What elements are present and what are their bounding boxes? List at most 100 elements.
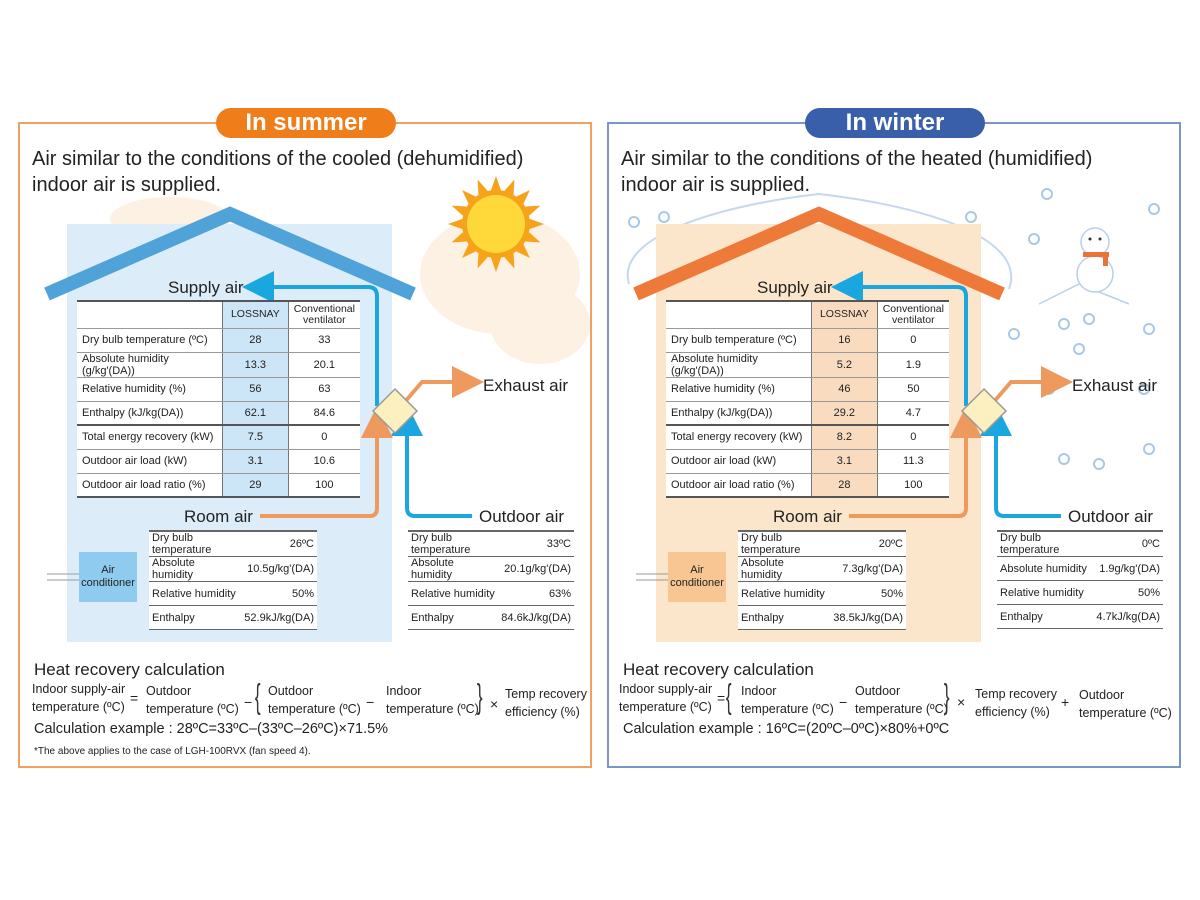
condition-label: Enthalpy xyxy=(408,605,499,630)
condition-row: Relative humidity 50% xyxy=(997,580,1163,605)
condition-row: Absolute humidity 7.3g/kg'(DA) xyxy=(738,556,906,582)
header-blank xyxy=(77,300,223,329)
formula-outdoor-temp-2: Outdoor temperature (ºC) xyxy=(268,684,361,716)
table-row: Total energy recovery (kW) 7.5 0 xyxy=(77,424,360,450)
minus-sign: − xyxy=(839,694,848,710)
lossnay-value: 13.3 xyxy=(222,352,289,378)
condition-label: Absolute humidity xyxy=(149,556,242,582)
formula-outdoor-temp: Outdoor temperature (ºC) xyxy=(855,684,948,716)
snowman-icon xyxy=(1038,227,1130,305)
formula-lhs: Indoor supply-air temperature (ºC) xyxy=(32,682,126,714)
condition-value: 38.5kJ/kg(DA) xyxy=(830,605,906,630)
lossnay-value: 29 xyxy=(222,473,289,498)
heat-exchanger-icon xyxy=(960,387,1008,435)
header-conventional: Conventional ventilator xyxy=(876,300,949,329)
formula-indoor-temp: Indoor temperature (ºC) xyxy=(386,684,479,716)
row-label: Absolute humidity (g/kg'(DA)) xyxy=(77,352,223,378)
table-row: Enthalpy (kJ/kg(DA)) 29.2 4.7 xyxy=(666,401,949,426)
conventional-value: 0 xyxy=(876,424,949,450)
conventional-value: 20.1 xyxy=(287,352,360,378)
conventional-value: 33 xyxy=(287,328,360,353)
row-label: Outdoor air load (kW) xyxy=(666,449,812,474)
outdoor-conditions-table: Dry bulb temperature 0ºC Absolute humidity… xyxy=(997,530,1163,629)
calc-example: Calculation example : 16ºC=(20ºC–0ºC)×80… xyxy=(623,721,950,737)
condition-value: 50% xyxy=(830,581,906,606)
condition-value: 33ºC xyxy=(498,530,574,557)
condition-value: 10.5g/kg'(DA) xyxy=(241,556,317,582)
exhaust-air-arrow xyxy=(401,366,484,406)
lossnay-value: 5.2 xyxy=(811,352,878,378)
header-lossnay: LOSSNAY xyxy=(811,300,878,329)
conventional-value: 50 xyxy=(876,377,949,402)
condition-row: Relative humidity 63% xyxy=(408,581,574,606)
air-conditioner-box: Air conditioner xyxy=(668,552,726,602)
table-row: Absolute humidity (g/kg'(DA)) 13.3 20.1 xyxy=(77,352,360,378)
outdoor-air-label: Outdoor air xyxy=(479,507,565,526)
table-row: Absolute humidity (g/kg'(DA)) 5.2 1.9 xyxy=(666,352,949,378)
conventional-value: 84.6 xyxy=(287,401,360,426)
calc-title: Heat recovery calculation xyxy=(623,660,814,679)
table-row: Outdoor air load ratio (%) 29 100 xyxy=(77,473,360,498)
row-label: Enthalpy (kJ/kg(DA)) xyxy=(77,401,223,426)
row-label: Enthalpy (kJ/kg(DA)) xyxy=(666,401,812,426)
condition-row: Dry bulb temperature 20ºC xyxy=(738,530,906,557)
air-conditioner-box: Air conditioner xyxy=(79,552,137,602)
room-air-arrow xyxy=(260,406,393,518)
house-roof xyxy=(44,206,416,301)
lossnay-value: 29.2 xyxy=(811,401,878,426)
lossnay-value: 16 xyxy=(811,328,878,353)
condition-row: Absolute humidity 10.5g/kg'(DA) xyxy=(149,556,317,582)
exhaust-air-arrow xyxy=(990,366,1073,406)
minus-sign: − xyxy=(366,694,375,710)
condition-label: Dry bulb temperature xyxy=(408,530,499,557)
condition-row: Absolute humidity 1.9g/kg'(DA) xyxy=(997,556,1163,581)
lossnay-value: 56 xyxy=(222,377,289,402)
condition-value: 63% xyxy=(498,581,574,606)
footnote: *The above applies to the case of LGH-10… xyxy=(34,746,311,757)
condition-label: Absolute humidity xyxy=(738,556,831,582)
lossnay-value: 62.1 xyxy=(222,401,289,426)
condition-label: Enthalpy xyxy=(149,605,242,630)
conventional-value: 0 xyxy=(876,328,949,353)
condition-label: Relative humidity xyxy=(149,581,242,606)
condition-value: 50% xyxy=(241,581,317,606)
calc-title: Heat recovery calculation xyxy=(34,660,225,679)
formula-efficiency: Temp recovery efficiency (%) xyxy=(505,687,587,719)
condition-row: Absolute humidity 20.1g/kg'(DA) xyxy=(408,556,574,582)
brace-left: { xyxy=(254,678,261,716)
lossnay-value: 28 xyxy=(811,473,878,498)
condition-value: 20.1g/kg'(DA) xyxy=(498,556,574,582)
table-header: LOSSNAY Conventional ventilator xyxy=(77,300,360,329)
sun-icon xyxy=(448,176,544,272)
row-label: Relative humidity (%) xyxy=(666,377,812,402)
condition-row: Dry bulb temperature 33ºC xyxy=(408,530,574,557)
outdoor-air-arrow xyxy=(980,404,1061,518)
times-sign: × xyxy=(957,694,966,710)
supply-air-label: Supply air xyxy=(757,278,833,297)
summer-panel: In summer Air similar to the conditions … xyxy=(18,108,592,768)
panel-subtitle: Air similar to the conditions of the hea… xyxy=(621,148,1093,196)
condition-label: Relative humidity xyxy=(738,581,831,606)
lossnay-value: 28 xyxy=(222,328,289,353)
room-air-arrow xyxy=(849,406,982,518)
comparison-table: LOSSNAY Conventional ventilator Dry bulb … xyxy=(77,300,360,498)
outdoor-air-label: Outdoor air xyxy=(1068,507,1154,526)
condition-value: 26ºC xyxy=(241,530,317,557)
condition-row: Dry bulb temperature 0ºC xyxy=(997,530,1163,557)
season-badge: In summer xyxy=(216,108,396,138)
table-row: Outdoor air load ratio (%) 28 100 xyxy=(666,473,949,498)
winter-panel: In winter Air similar to the conditions … xyxy=(607,108,1181,768)
room-air-label: Room air xyxy=(773,507,842,526)
outdoor-conditions-table: Dry bulb temperature 33ºC Absolute humidit… xyxy=(408,530,574,630)
condition-value: 7.3g/kg'(DA) xyxy=(830,556,906,582)
formula-outdoor-temp-2: Outdoor temperature (ºC) xyxy=(1079,688,1172,720)
room-conditions-table: Dry bulb temperature 20ºC Absolute humidit… xyxy=(738,530,906,630)
condition-value: 0ºC xyxy=(1093,530,1163,557)
table-header: LOSSNAY Conventional ventilator xyxy=(666,300,949,329)
outdoor-air-arrow xyxy=(391,404,472,518)
header-blank xyxy=(666,300,812,329)
conventional-value: 4.7 xyxy=(876,401,949,426)
row-label: Outdoor air load (kW) xyxy=(77,449,223,474)
condition-value: 50% xyxy=(1093,580,1163,605)
condition-row: Dry bulb temperature 26ºC xyxy=(149,530,317,557)
